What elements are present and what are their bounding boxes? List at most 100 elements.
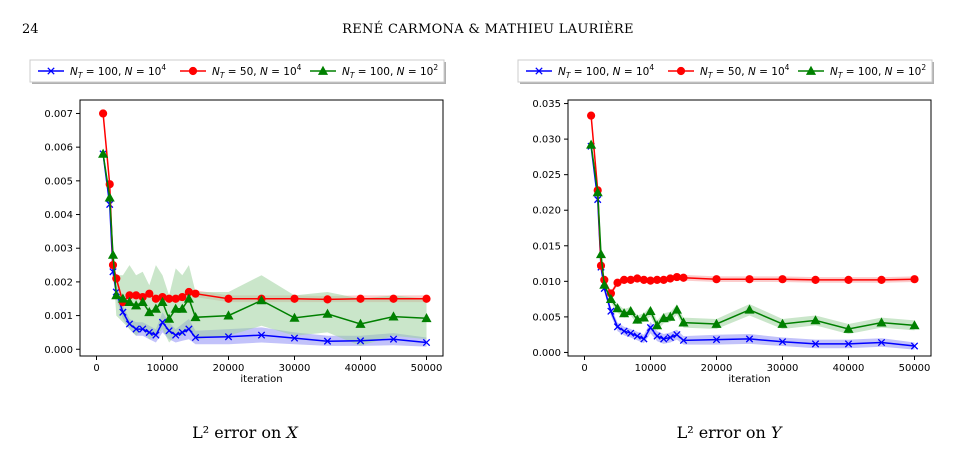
chart1-series-3-point <box>190 312 201 322</box>
chart2-ytick-label: 0.020 <box>532 206 561 217</box>
chart1-series-2-point <box>99 109 108 118</box>
chart2-series-1-point <box>640 335 648 343</box>
chart1-series-2-point <box>389 294 398 303</box>
chart2-series-3-point <box>909 320 920 330</box>
chart2-series-2-point <box>778 275 787 284</box>
chart2-xlabel: iteration <box>728 374 770 385</box>
chart1-axes-frame <box>79 99 444 357</box>
chart1-series-1-point <box>323 337 332 345</box>
chart1-series-1-point <box>139 325 147 333</box>
chart2-legend-label-2: NT = 50, N = 104 <box>700 63 790 80</box>
chart1-ytick-label: 0.007 <box>44 109 73 120</box>
chart2-series-1-point <box>673 331 681 339</box>
chart2-series-1-point <box>646 323 655 332</box>
chart2-series-2-point <box>596 261 606 270</box>
chart2-series-1-point <box>627 329 635 337</box>
cut-off-body-text <box>0 462 976 474</box>
chart1-legend-label-3: NT = 100, N = 102 <box>342 63 438 80</box>
figure-right-chart: NT = 100, N = 104 NT = 50, N = 104 NT = 10… <box>517 59 934 385</box>
chart1-series-1-point <box>145 328 153 337</box>
chart2-legend-marker-3 <box>805 65 817 75</box>
chart2-series-2-point <box>639 275 648 285</box>
chart1-series-3-point <box>111 290 122 300</box>
chart2-xtick-label: 10000 <box>635 363 667 374</box>
chart1-legend-marker-3 <box>317 65 329 75</box>
chart2-series-3-point <box>744 304 755 314</box>
chart1-ytick-label: 0.003 <box>44 244 73 255</box>
chart2-axes-frame <box>567 99 932 357</box>
chart1-ytick-label: 0.002 <box>44 277 73 288</box>
chart1-legend: NT = 100, N = 104 NT = 50, N = 104 NT = 10… <box>29 59 446 84</box>
chart2-series-3-point <box>671 304 682 314</box>
chart1-xtick-label: 50000 <box>411 363 443 374</box>
chart2-ytick-label: 0.015 <box>532 241 561 252</box>
chart1-series-1-point <box>356 337 365 345</box>
chart2-ytick-label: 0.000 <box>532 348 561 359</box>
chart1-series-2-point <box>191 289 200 298</box>
chart2-series-3-point <box>711 318 722 328</box>
chart1-series-3-point <box>157 296 168 306</box>
chart1-series-1-point <box>152 331 160 339</box>
chart2-series-2-point <box>910 275 919 284</box>
chart2-series-1-point <box>660 335 668 343</box>
chart1-series-1-point <box>178 328 186 337</box>
chart2-series-1-point <box>778 338 787 346</box>
chart2-series-3-point <box>586 139 597 149</box>
chart2-series-2-point <box>672 272 681 282</box>
chart1-series-3-point <box>421 313 432 323</box>
chart2-legend-frame <box>517 59 933 83</box>
chart2-ytick-label: 0.005 <box>532 312 561 323</box>
chart2-series-2-point <box>587 111 596 120</box>
chart2-series-3-point <box>592 187 603 197</box>
chart1-series-2-point <box>356 294 365 303</box>
chart2-series-line-3 <box>590 144 915 330</box>
chart2-series-2-point <box>712 275 721 284</box>
caption-left: L² error on X <box>95 423 395 442</box>
chart2-ytick-label: 0.010 <box>532 277 561 288</box>
chart1-series-1-point <box>290 334 299 342</box>
chart2-series-1-point <box>607 307 615 315</box>
chart1-xtick-label: 20000 <box>213 363 245 374</box>
chart1-series-3-point <box>124 296 135 306</box>
chart1-series-2-point <box>422 294 431 303</box>
chart1-ytick-label: 0.006 <box>44 143 73 154</box>
chart2-series-2-point <box>811 275 820 285</box>
chart2-series-3-point <box>777 318 788 328</box>
chart1-series-3-point <box>137 296 148 306</box>
chart2-legend-label-3: NT = 100, N = 102 <box>830 63 926 80</box>
chart2-series-2-point <box>646 276 655 285</box>
chart2-series-3-point <box>599 279 610 289</box>
chart1-series-1-point <box>119 308 127 316</box>
chart2-series-1-point <box>653 332 661 340</box>
chart1-xtick-label: 0 <box>93 363 99 374</box>
chart1-series-3-point <box>183 293 194 303</box>
chart2-xtick-label: 0 <box>581 363 587 374</box>
chart1-series-3-point <box>98 148 109 158</box>
chart1-series-2-point <box>290 294 299 303</box>
chart1-series-2-point <box>112 274 121 283</box>
chart2-series-2-point <box>613 278 622 287</box>
caption-right: L² error on Y <box>579 423 879 442</box>
chart1-series-1-point <box>125 320 134 328</box>
chart1-band-3 <box>103 150 427 346</box>
chart2-legend-marker-2 <box>676 66 686 76</box>
chart1-band-2 <box>103 110 427 306</box>
figure-left-chart: NT = 100, N = 104 NT = 50, N = 104 NT = 10… <box>29 59 446 385</box>
chart2-series-1-point <box>877 338 886 347</box>
chart1-series-3-point <box>322 308 333 318</box>
chart2-xtick-label: 20000 <box>701 363 733 374</box>
chart1-series-1-point <box>422 338 431 347</box>
chart1-series-1-point <box>132 325 140 333</box>
chart1-series-3-point <box>104 192 115 202</box>
chart1-xtick-label: 30000 <box>279 363 311 374</box>
chart2-series-3-point <box>612 303 623 313</box>
chart2-series-3-point <box>678 317 689 327</box>
chart2-band-1 <box>591 144 915 350</box>
chart2-series-2-point <box>844 275 853 285</box>
chart1-series-1-point <box>172 331 180 339</box>
chart1-series-1-point <box>224 333 233 341</box>
chart2-series-2-point <box>877 275 886 285</box>
chart2-series-3-point <box>876 317 887 327</box>
chart1-xtick-label: 10000 <box>147 363 179 374</box>
chart2-series-1-point <box>811 340 820 348</box>
